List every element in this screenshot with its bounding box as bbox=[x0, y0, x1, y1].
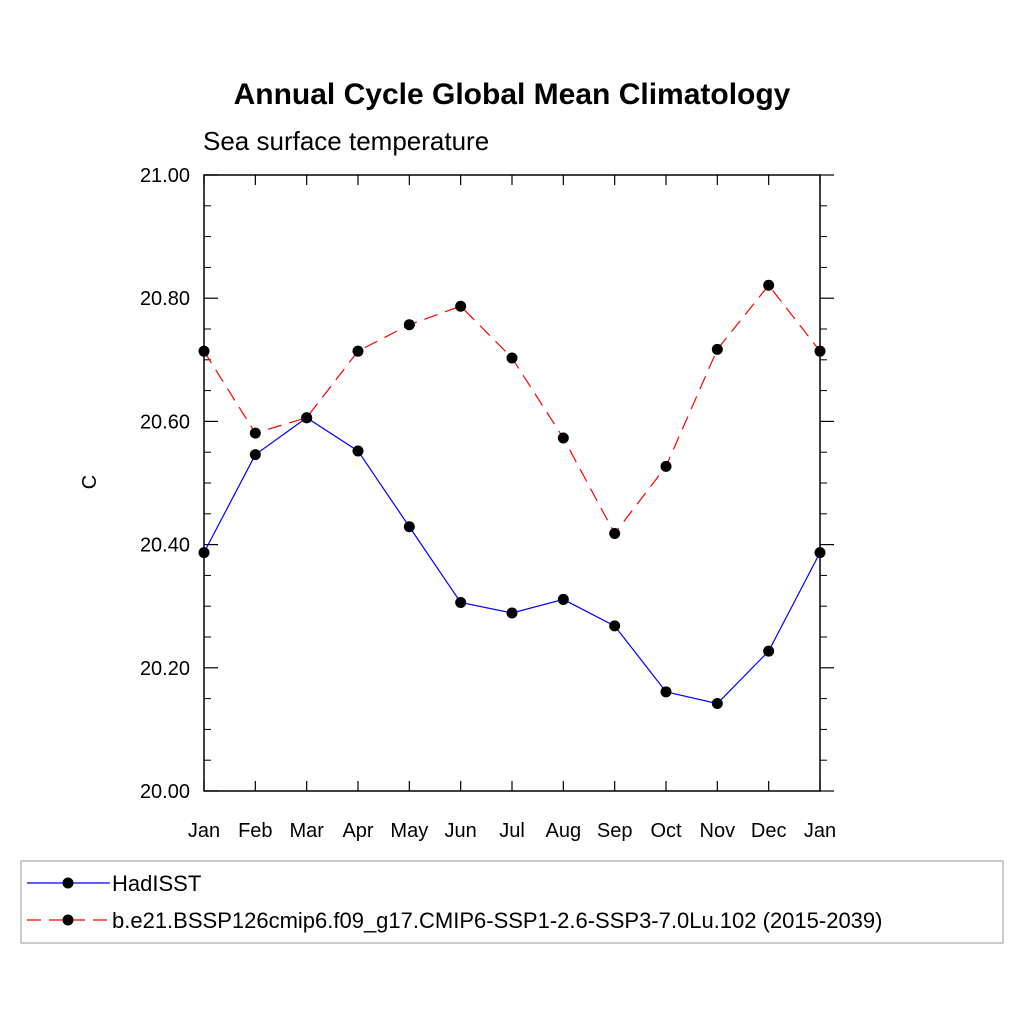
legend-marker-1 bbox=[62, 877, 74, 889]
y-tick-label: 20.40 bbox=[140, 535, 190, 557]
series-1-point bbox=[198, 547, 210, 559]
series-2-point bbox=[711, 343, 723, 355]
series-2-point bbox=[301, 412, 313, 424]
series-1-point bbox=[763, 645, 775, 657]
series-1-point bbox=[403, 521, 415, 533]
series-2-point bbox=[403, 319, 415, 331]
series-1-point bbox=[711, 698, 723, 710]
series-2-point bbox=[763, 279, 775, 291]
y-tick-label: 20.80 bbox=[140, 288, 190, 310]
series-1-point bbox=[660, 686, 672, 698]
legend-label-2: b.e21.BSSP126cmip6.f09_g17.CMIP6-SSP1-2.… bbox=[112, 908, 882, 933]
x-tick-label: May bbox=[390, 820, 428, 842]
series-1-point bbox=[609, 620, 621, 632]
x-tick-label: Oct bbox=[650, 820, 682, 842]
x-tick-label: Sep bbox=[597, 820, 633, 842]
series-1-point bbox=[557, 593, 569, 605]
series-2-point bbox=[198, 345, 210, 357]
series-2-point bbox=[609, 528, 621, 540]
series-2-point bbox=[557, 432, 569, 444]
series-1-point bbox=[249, 449, 261, 461]
y-axis-label: C bbox=[79, 475, 101, 489]
chart-title: Annual Cycle Global Mean Climatology bbox=[234, 78, 791, 111]
series-2-point bbox=[814, 345, 826, 357]
x-tick-label: Jul bbox=[499, 820, 525, 842]
x-tick-label: Nov bbox=[700, 820, 736, 842]
series-2-point bbox=[249, 427, 261, 439]
x-tick-label: Aug bbox=[546, 820, 582, 842]
x-tick-label: Mar bbox=[289, 820, 324, 842]
x-tick-label: Jun bbox=[445, 820, 477, 842]
legend bbox=[20, 860, 1004, 944]
series-2-point bbox=[660, 460, 672, 472]
series-1-point bbox=[506, 607, 518, 619]
x-tick-label: Apr bbox=[342, 820, 373, 842]
series-2-point bbox=[455, 300, 467, 312]
plot-area bbox=[203, 174, 821, 792]
y-tick-label: 20.60 bbox=[140, 411, 190, 433]
x-tick-label: Dec bbox=[751, 820, 787, 842]
y-tick-label: 21.00 bbox=[140, 165, 190, 187]
series-2-point bbox=[352, 345, 364, 357]
series-line-1 bbox=[203, 416, 821, 705]
series-1-point bbox=[814, 547, 826, 559]
chart-subtitle: Sea surface temperature bbox=[203, 126, 489, 156]
x-tick-label: Feb bbox=[238, 820, 272, 842]
y-tick-label: 20.20 bbox=[140, 658, 190, 680]
series-2-point bbox=[506, 352, 518, 364]
series-1-point bbox=[455, 597, 467, 609]
x-tick-label: Jan bbox=[188, 820, 220, 842]
legend-label-1: HadISST bbox=[112, 871, 201, 896]
series-1-point bbox=[352, 445, 364, 457]
legend-marker-2 bbox=[62, 914, 74, 926]
x-tick-label: Jan bbox=[804, 820, 836, 842]
y-tick-label: 20.00 bbox=[140, 781, 190, 803]
series-line-2 bbox=[203, 284, 821, 535]
